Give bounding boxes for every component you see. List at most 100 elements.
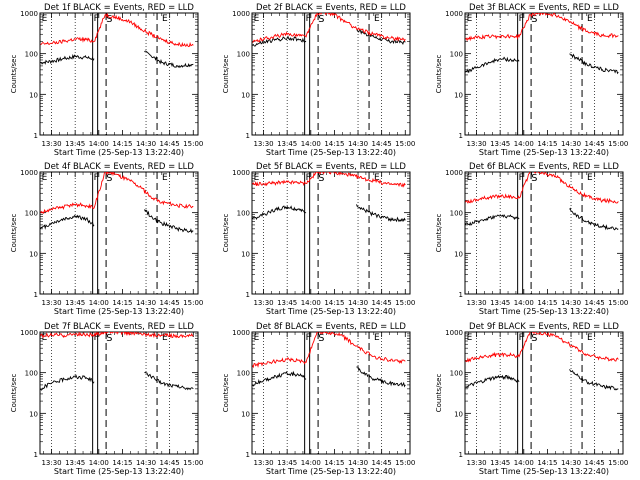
y-tick-label: 1: [459, 451, 463, 459]
y-tick-label: 10: [241, 250, 250, 258]
lld-series-line: [465, 332, 619, 363]
y-axis-label: Counts/sec: [10, 214, 18, 253]
y-tick-label: 100: [450, 51, 463, 59]
x-tick-label: 13:45: [65, 459, 85, 467]
x-tick-label: 14:00: [514, 459, 534, 467]
y-tick-label: 1000: [445, 169, 463, 177]
x-tick-label: 14:15: [324, 459, 344, 467]
y-tick-label: 10: [454, 410, 463, 418]
marker-label: S: [318, 14, 324, 25]
plot-frame: [39, 171, 199, 295]
lld-series-line: [252, 172, 406, 188]
panel-title: Det 9f BLACK = Events, RED = LLD: [469, 322, 619, 332]
x-tick-label: 15:00: [395, 299, 415, 307]
marker-label: E: [162, 173, 168, 183]
marker-label: S: [106, 333, 112, 344]
x-axis-label: Start Time (25-Sep-13 13:22:40): [479, 148, 609, 157]
x-tick-label: 14:30: [561, 140, 581, 148]
panel-det-7: Det 7f BLACK = Events, RED = LLD 1 10 100 10…: [10, 322, 203, 476]
x-tick-label: 15:00: [608, 459, 628, 467]
panel-det-6: Det 6f BLACK = Events, RED = LLD 1 10 100 10…: [435, 162, 628, 316]
x-tick-label: 15:00: [183, 140, 203, 148]
marker-label: E: [467, 173, 473, 183]
marker-label: E: [162, 333, 168, 343]
x-tick-label: 15:00: [608, 140, 628, 148]
x-tick-label: 14:15: [537, 299, 557, 307]
x-tick-label: 13:30: [253, 459, 273, 467]
x-axis-label: Start Time (25-Sep-13 13:22:40): [266, 307, 396, 316]
y-tick-label: 1000: [20, 169, 38, 177]
panel-det-4: Det 4f BLACK = Events, RED = LLD 1 10 100 10…: [10, 162, 203, 316]
marker-label: E: [467, 333, 473, 343]
x-tick-label: 14:15: [112, 140, 132, 148]
y-tick-label: 1: [34, 132, 38, 140]
x-tick-label: 15:00: [183, 299, 203, 307]
marker-label: F: [94, 173, 99, 183]
marker-label: E: [587, 14, 593, 24]
panel-title: Det 6f BLACK = Events, RED = LLD: [469, 162, 619, 172]
x-tick-label: 13:45: [65, 140, 85, 148]
x-axis-label: Start Time (25-Sep-13 13:22:40): [54, 307, 184, 316]
x-tick-label: 14:00: [89, 459, 109, 467]
x-tick-label: 13:30: [466, 299, 486, 307]
x-tick-label: 14:15: [112, 299, 132, 307]
x-axis-label: Start Time (25-Sep-13 13:22:40): [54, 467, 184, 476]
marker-label: E: [587, 333, 593, 343]
marker-label: E: [254, 333, 260, 343]
x-axis-label: Start Time (25-Sep-13 13:22:40): [266, 148, 396, 157]
x-tick-label: 14:30: [136, 459, 156, 467]
x-tick-label: 13:45: [490, 459, 510, 467]
panel-title: Det 3f BLACK = Events, RED = LLD: [469, 3, 619, 13]
marker-label: F: [519, 14, 524, 24]
marker-label: E: [254, 14, 260, 24]
marker-label: F: [519, 173, 524, 183]
x-axis-label: Start Time (25-Sep-13 13:22:40): [54, 148, 184, 157]
marker-label: E: [374, 173, 380, 183]
y-tick-label: 1: [246, 132, 250, 140]
events-series-line: [40, 371, 194, 391]
y-tick-label: 10: [29, 91, 38, 99]
x-tick-label: 14:30: [348, 140, 368, 148]
y-tick-label: 1000: [232, 329, 250, 337]
marker-label: S: [531, 333, 537, 344]
x-tick-label: 13:45: [65, 299, 85, 307]
y-axis-label: Counts/sec: [222, 374, 230, 413]
y-tick-label: 1: [34, 451, 38, 459]
panel-det-9: Det 9f BLACK = Events, RED = LLD 1 10 100 10…: [435, 322, 628, 476]
y-tick-label: 100: [237, 370, 250, 378]
y-axis-label: Counts/sec: [10, 55, 18, 94]
lld-series-line: [465, 172, 619, 204]
panel-det-3: Det 3f BLACK = Events, RED = LLD 1 10 100 10…: [435, 3, 628, 157]
marker-label: S: [106, 173, 112, 184]
events-series-line: [252, 28, 406, 47]
y-tick-label: 1000: [20, 329, 38, 337]
marker-label: E: [374, 14, 380, 24]
marker-label: F: [94, 14, 99, 24]
x-tick-label: 13:45: [277, 299, 297, 307]
y-tick-label: 100: [450, 210, 463, 218]
x-tick-label: 14:00: [514, 140, 534, 148]
events-series-line: [465, 207, 619, 231]
x-tick-label: 13:45: [277, 140, 297, 148]
lld-series-line: [252, 13, 406, 43]
marker-label: E: [587, 173, 593, 183]
x-tick-label: 14:00: [89, 299, 109, 307]
x-tick-label: 14:15: [324, 299, 344, 307]
y-tick-label: 1: [34, 291, 38, 299]
marker-label: F: [306, 173, 311, 183]
x-tick-label: 14:45: [585, 459, 605, 467]
x-tick-label: 14:45: [160, 459, 180, 467]
x-tick-label: 13:30: [466, 140, 486, 148]
panel-det-2: Det 2f BLACK = Events, RED = LLD 1 10 100 10…: [222, 3, 415, 157]
events-series-line: [40, 209, 194, 234]
y-axis-label: Counts/sec: [222, 55, 230, 94]
marker-label: E: [254, 173, 260, 183]
marker-label: E: [42, 173, 48, 183]
y-tick-label: 100: [25, 51, 38, 59]
plot-frame: [251, 12, 411, 136]
plot-frame: [251, 331, 411, 455]
y-tick-label: 10: [454, 91, 463, 99]
panel-title: Det 5f BLACK = Events, RED = LLD: [256, 162, 406, 172]
y-tick-label: 1: [459, 291, 463, 299]
